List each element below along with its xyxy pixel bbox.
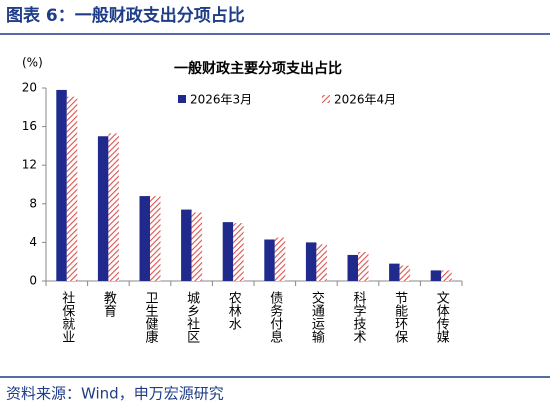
header-title: 图表 6：一般财政支出分项占比	[6, 5, 245, 26]
footer-source: 资料来源：Wind，申万宏源研究	[6, 385, 224, 403]
bar	[66, 96, 78, 281]
bar	[347, 254, 358, 281]
y-tick-label: 4	[29, 235, 37, 249]
x-tick-label: 债务付息	[267, 291, 283, 343]
y-tick-label: 8	[29, 196, 37, 210]
bar	[139, 196, 150, 281]
bar	[264, 239, 275, 281]
x-tick-label: 社保就业	[59, 290, 75, 343]
x-tick-label: 交通运输	[309, 290, 325, 343]
bar	[316, 244, 327, 281]
bar	[181, 209, 192, 281]
bar	[305, 242, 317, 281]
y-axis-label: (%)	[22, 56, 43, 70]
bar	[274, 237, 286, 281]
x-tick-label: 科学技术	[351, 291, 367, 343]
bar	[150, 196, 161, 281]
y-tick-label: 12	[22, 158, 37, 172]
legend-swatch	[178, 95, 186, 103]
chart-title: 一般财政主要分项支出占比	[174, 60, 342, 77]
legend-swatch	[322, 95, 330, 103]
x-tick-label: 节能环保	[392, 291, 408, 343]
x-tick-label: 文体传媒	[434, 291, 450, 343]
bar	[191, 212, 203, 281]
bar	[441, 270, 452, 281]
bar	[233, 223, 244, 281]
bar	[358, 252, 369, 281]
bar	[108, 133, 119, 281]
y-tick-label: 0	[29, 274, 37, 288]
x-tick-label: 卫生健康	[143, 291, 159, 343]
bar	[389, 263, 400, 281]
x-tick-label: 农林水	[226, 291, 242, 330]
bar	[430, 270, 442, 281]
bar	[222, 222, 234, 281]
y-tick-label: 20	[22, 81, 37, 95]
bar	[97, 136, 109, 281]
x-tick-label: 教育	[101, 290, 117, 318]
legend-label: 2026年4月	[334, 93, 396, 107]
bar	[56, 89, 67, 282]
y-tick-label: 16	[22, 119, 37, 133]
x-tick-label: 城乡社区	[184, 291, 200, 343]
legend-label: 2026年3月	[190, 93, 252, 107]
bar	[399, 265, 411, 281]
